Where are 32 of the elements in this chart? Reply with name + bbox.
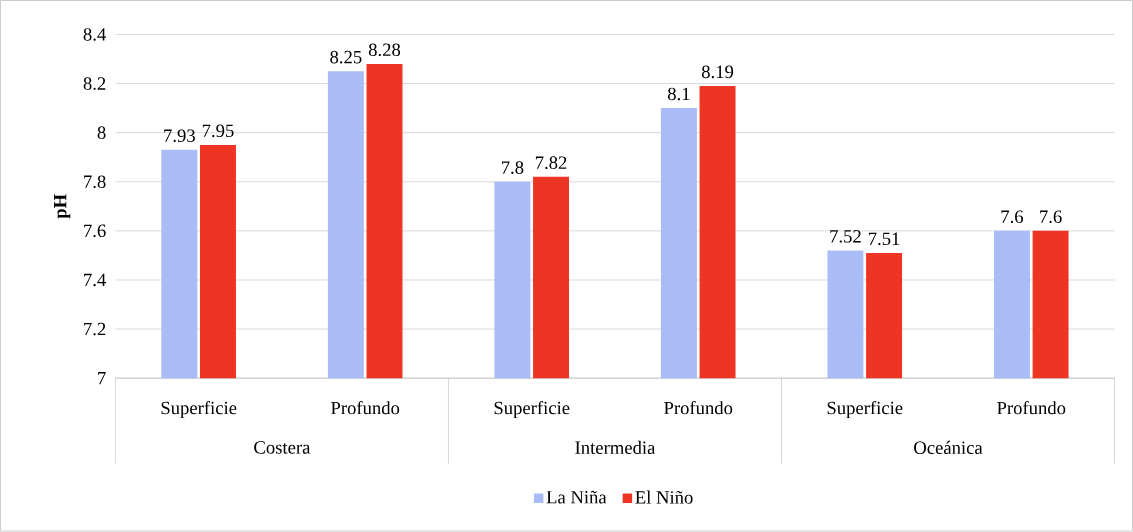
y-tick-label: 7.2 (84, 323, 106, 336)
y-tick-label: 8 (97, 126, 106, 140)
text: Costera (254, 441, 311, 454)
data-label: 8.25 (330, 51, 362, 64)
legend-label: El Niño (635, 490, 693, 504)
y-axis-title: pH (54, 194, 71, 219)
x-tick-label: Profundo (664, 401, 733, 415)
data-label: 8.28 (368, 43, 401, 57)
y-tick-label: 8.4 (83, 28, 106, 42)
text: Intermedia (575, 441, 656, 455)
x-tick-label: Superficie (494, 401, 570, 419)
y-tick-label: 8.2 (83, 77, 106, 91)
text: Oceánica (914, 441, 983, 455)
y-tick-label: 7.8 (84, 175, 106, 189)
data-label: 7.93 (164, 129, 195, 143)
data-label: 7.6 (1040, 210, 1062, 224)
data-label: 7.51 (868, 232, 900, 246)
x-tick-label: Superficie (827, 401, 903, 419)
data-label: 7.95 (202, 124, 234, 138)
data-label: 7.6 (1001, 210, 1024, 224)
data-label: 7.52 (830, 230, 861, 243)
legend-label: La Niña (546, 491, 607, 504)
data-label: 8.19 (701, 65, 734, 79)
data-label: 7.8 (501, 161, 524, 175)
y-tick-label: 7.4 (84, 273, 106, 287)
data-label: 7.82 (535, 156, 567, 170)
x-tick-label: Profundo (997, 401, 1066, 415)
x-tick-label: Profundo (331, 401, 400, 415)
y-tick-label: 7.6 (84, 224, 106, 238)
y-tick-label: 7 (98, 372, 106, 385)
data-label: 8.1 (667, 87, 690, 101)
x-tick-label: Superficie (161, 401, 237, 419)
